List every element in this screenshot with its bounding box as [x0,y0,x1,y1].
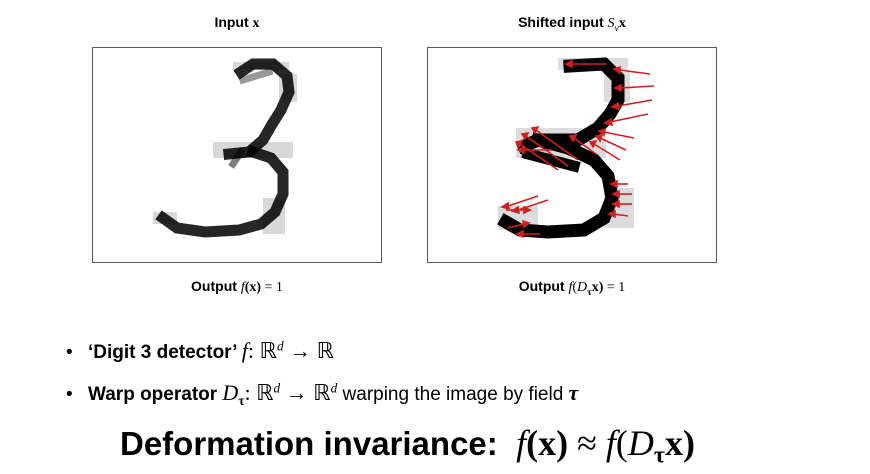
bullet-dot: • [66,342,73,363]
headline-rhs-func: f [605,423,616,463]
warp-dim-2: d [330,380,338,396]
bullet-digit-detector: • ‘Digit 3 detector’ f: ℝd → ℝ [66,338,334,364]
warp-operator: D [577,280,588,295]
output-eq-2: = 1 [603,280,626,295]
digit-three-image [153,58,297,238]
warp-field: τ [568,380,579,405]
bullet-dot-2: • [66,384,73,405]
warp-op: D [222,380,239,405]
headline-rhs-arg: x) [664,423,695,463]
warp-op-sub: τ [238,392,245,408]
headline-deformation-invariance: Deformation invariance: f(x) ≈ f(Dτx) [120,422,695,470]
headline-rhs-op: D [627,423,654,463]
headline-rhs-sub: τ [653,442,665,469]
warp-arrow: → ℝ [280,380,331,405]
headline-rhs-open: ( [615,423,628,463]
output-arg: (x) [244,280,262,295]
detector-func: f [241,338,248,363]
shifted-title-text: Shifted input [518,14,608,30]
input-title-math: x [252,16,260,31]
shifted-panel-title: Shifted input Svx [427,14,717,34]
input-image-panel [92,47,382,263]
input-title-text: Input [214,14,253,30]
shift-operator: S [607,16,615,31]
shifted-digit-three-image [497,57,655,239]
input-output-caption: Output f(x) = 1 [92,278,382,296]
deformation-field-arrows [500,59,655,239]
output-eq: = 1 [261,280,283,295]
input-panel-title: Input x [92,14,382,32]
output-func: f [240,280,245,295]
detector-dim: d [276,338,284,354]
shifted-title-math: x [618,16,626,31]
shift-subscript: v [614,22,619,34]
output-label: Output [191,278,241,294]
bullet-warp-operator: • Warp operator Dτ: ℝd → ℝd warping the i… [66,380,578,409]
warp-subscript: τ [587,286,592,298]
output-open-2: ( [572,280,578,295]
output-arg-2: x) [591,280,604,295]
warp-domain: : ℝ [244,380,274,405]
bullet-bold-2: Warp operator [88,384,223,405]
headline-label: Deformation invariance: [120,425,498,462]
warp-dim-1: d [273,380,281,396]
headline-lhs-func: f [516,423,527,463]
shifted-output-caption: Output f(Dτx) = 1 [427,278,717,298]
detector-codomain: → ℝ [283,338,335,363]
output-label-2: Output [518,278,569,294]
output-func-2: f [568,280,573,295]
shifted-image-panel [427,47,717,263]
headline-approx: ≈ [568,423,606,463]
detector-domain: : ℝ [247,338,277,363]
bullet-bold: ‘Digit 3 detector’ [88,342,242,363]
headline-lhs-arg: (x) [526,423,569,463]
warp-description: warping the image by field [337,384,569,405]
